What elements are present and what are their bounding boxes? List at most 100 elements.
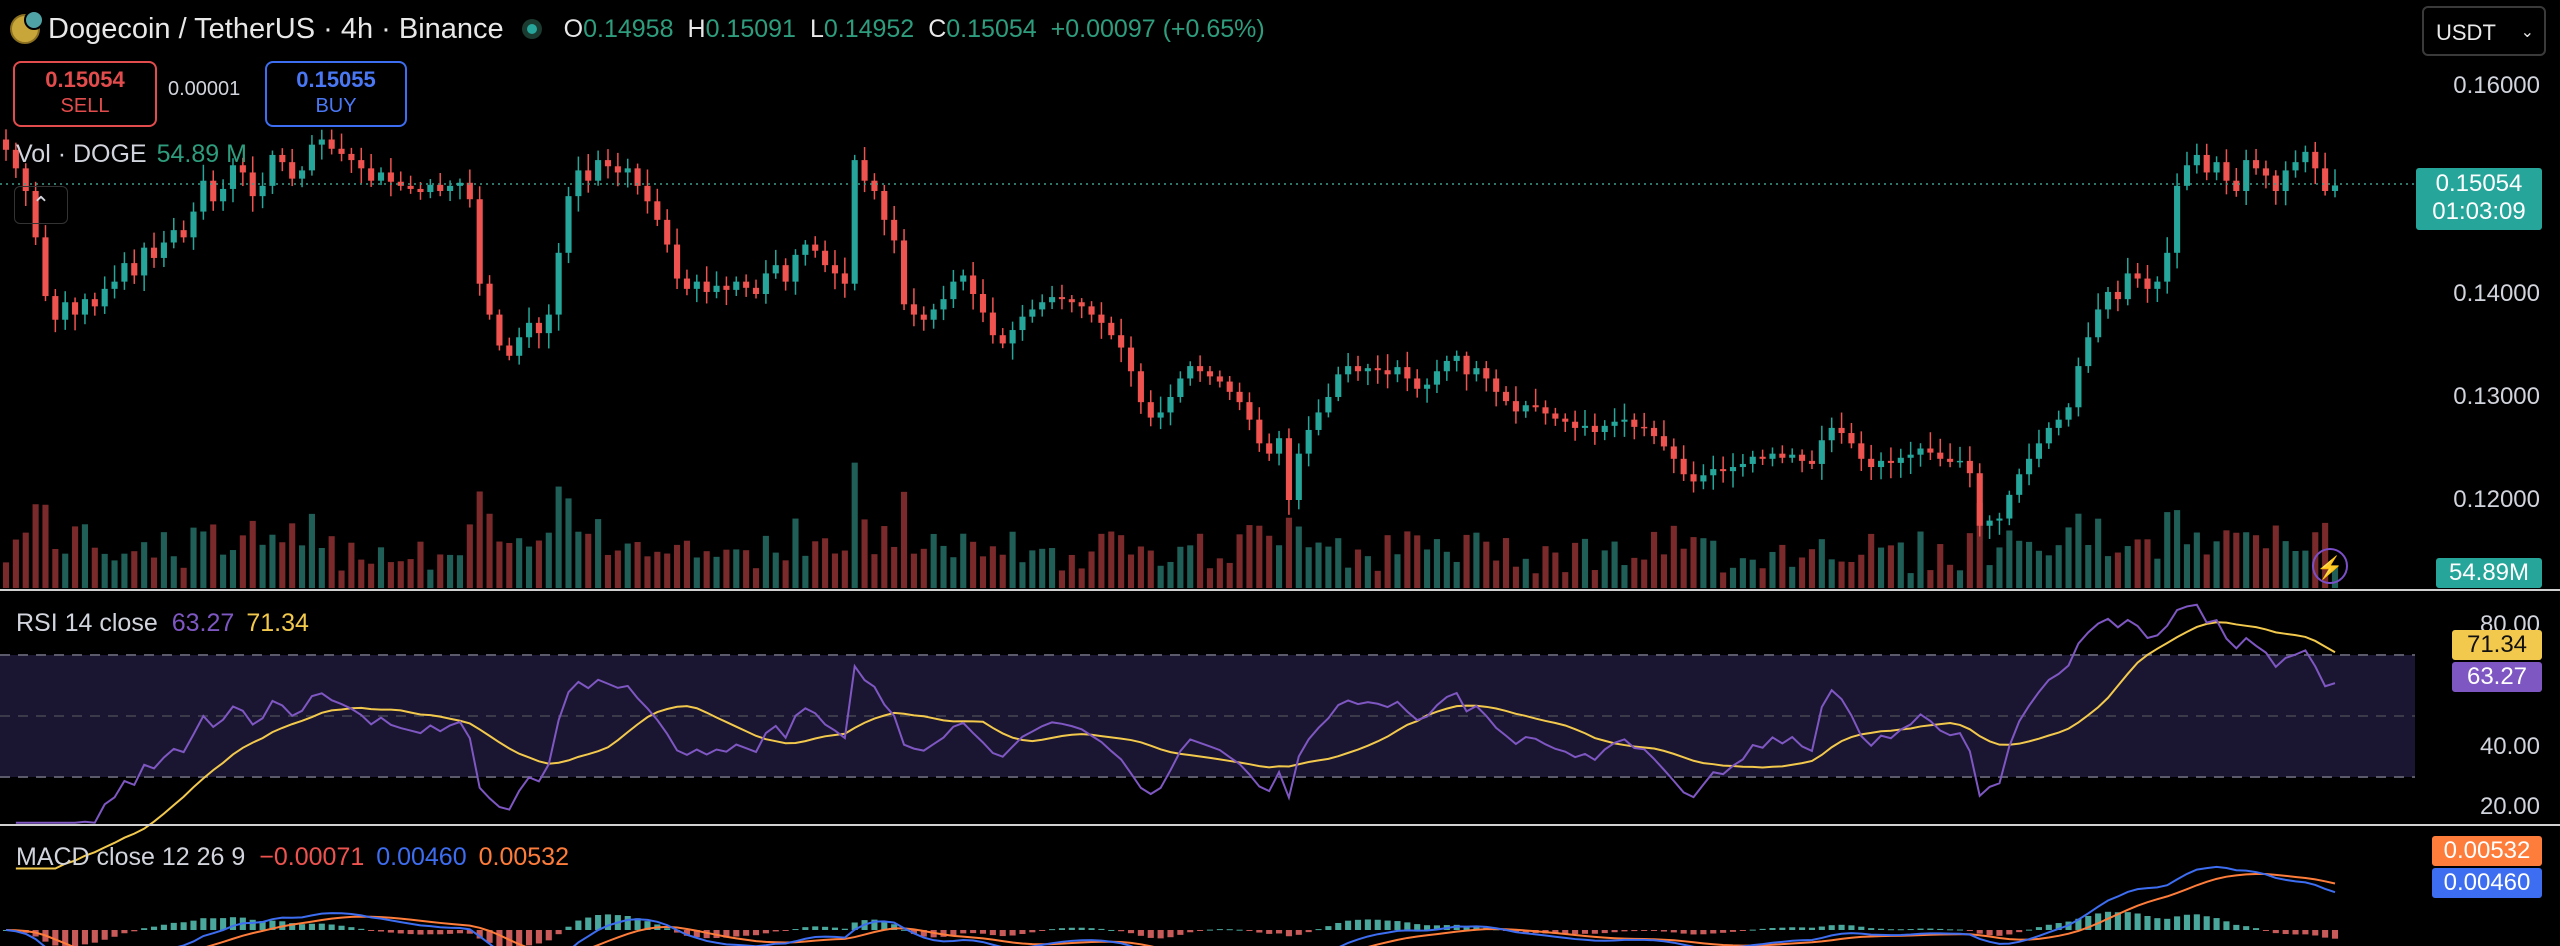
volume-bar [131, 551, 138, 588]
volume-bar [1088, 551, 1095, 588]
volume-bar [2026, 541, 2033, 588]
candle-body [81, 299, 89, 315]
candle-body [1581, 425, 1589, 428]
candle-body [1029, 309, 1036, 317]
volume-bar [447, 554, 454, 588]
currency-select[interactable]: USDT ⌄ [2422, 6, 2546, 56]
volume-bar [1039, 548, 1046, 588]
candle-body [1710, 469, 1717, 476]
candle-body [338, 148, 345, 154]
volume-bar [269, 534, 276, 588]
macd-hist-bar [1907, 929, 1914, 931]
macd-hist-bar [831, 927, 839, 930]
candle-body [1068, 299, 1075, 303]
candle-body [200, 180, 207, 212]
macd-hist-bar [970, 930, 977, 934]
macd-hist-bar [871, 919, 878, 930]
macd-hist-bar [437, 930, 444, 935]
candle-body [1868, 458, 1875, 468]
volume-bar [1976, 503, 1983, 588]
macd-hist-bar [2055, 923, 2062, 930]
symbol-title[interactable]: Dogecoin / TetherUS · 4h · Binance [48, 12, 504, 45]
volume-bar [2174, 510, 2181, 588]
candle-body [1364, 368, 1371, 372]
macd-hist-bar [1187, 930, 1194, 933]
volume-bar [2164, 512, 2171, 588]
candle-body [1621, 419, 1628, 422]
candle-body [1601, 425, 1608, 433]
macd-hist-bar [1088, 928, 1095, 930]
macd-hist-bar [1394, 921, 1401, 930]
macd-hist-bar [1927, 928, 1934, 930]
macd-hist-bar [2312, 930, 2319, 936]
macd-hist-bar [269, 920, 276, 930]
macd-hist-bar [111, 930, 118, 937]
sell-button[interactable]: 0.15054 SELL [13, 61, 157, 127]
macd-hist-bar [160, 924, 167, 930]
volume-bar [81, 524, 89, 588]
macd-hist-bar [1897, 929, 1904, 931]
macd-hist-bar [1463, 925, 1470, 930]
candle-body [979, 294, 987, 313]
candle-body [2006, 494, 2013, 519]
candle-body [1897, 457, 1904, 463]
macd-hist-bar [851, 922, 858, 930]
macd-hist-bar [417, 930, 424, 935]
volume-bar [1364, 556, 1371, 588]
candle-body [910, 304, 917, 315]
candle-body [683, 278, 690, 289]
volume-bar [1720, 572, 1727, 588]
candle-body [960, 275, 967, 282]
macd-hist-bar [1137, 930, 1144, 936]
volume-bar [683, 540, 690, 588]
volume-bar [654, 551, 661, 588]
macd-hist-bar [1641, 930, 1648, 931]
macd-hist-bar [308, 923, 315, 930]
macd-hist-bar [101, 930, 108, 940]
market-status-icon[interactable] [521, 19, 542, 39]
macd-tag: 0.00460 [2432, 868, 2542, 898]
volume-bar [229, 550, 237, 588]
volume-bar [1729, 567, 1737, 588]
buy-button[interactable]: 0.15055 BUY [265, 61, 407, 127]
candle-body [1266, 443, 1273, 454]
candle-body [170, 230, 177, 243]
volume-bar [2144, 539, 2151, 588]
volume-bar [979, 556, 987, 588]
macd-hist-bar [506, 930, 513, 946]
candle-body [1246, 402, 1253, 420]
macd-hist-bar [2243, 926, 2250, 930]
rsi-title: RSI 14 close [16, 609, 158, 637]
macd-hist-bar [318, 923, 325, 930]
candle-body [220, 188, 227, 202]
volume-bar [960, 533, 967, 588]
volume-bar [1660, 554, 1667, 588]
currency-select-value: USDT [2436, 20, 2496, 45]
candle-body [1414, 378, 1421, 389]
candle-body [614, 166, 621, 173]
volume-bar [693, 557, 700, 588]
collapse-legend-button[interactable]: ⌃ [14, 186, 68, 224]
lightning-icon[interactable]: ⚡ [2312, 548, 2348, 584]
macd-hist-bar [150, 926, 158, 930]
candle-body [52, 296, 59, 320]
candle-body [72, 302, 79, 315]
volume-bar [1996, 547, 2003, 588]
macd-hist-bar [802, 927, 809, 930]
volume-bar [782, 560, 789, 588]
volume-bar [1621, 565, 1628, 588]
close-value: 0.15054 [946, 14, 1037, 43]
high-value: 0.15091 [705, 14, 796, 43]
macd-hist-bar [289, 923, 296, 930]
macd-hist-bar [1720, 930, 1727, 933]
candle-body [387, 172, 394, 182]
volume-bar [220, 554, 227, 588]
candle-body [150, 247, 158, 258]
candle-body [545, 314, 552, 334]
macd-hist-bar [1275, 930, 1283, 934]
volume-bar [1502, 538, 1510, 588]
volume-bar [525, 546, 533, 588]
macd-hist-bar [2272, 930, 2279, 934]
volume-bar [2262, 548, 2269, 588]
